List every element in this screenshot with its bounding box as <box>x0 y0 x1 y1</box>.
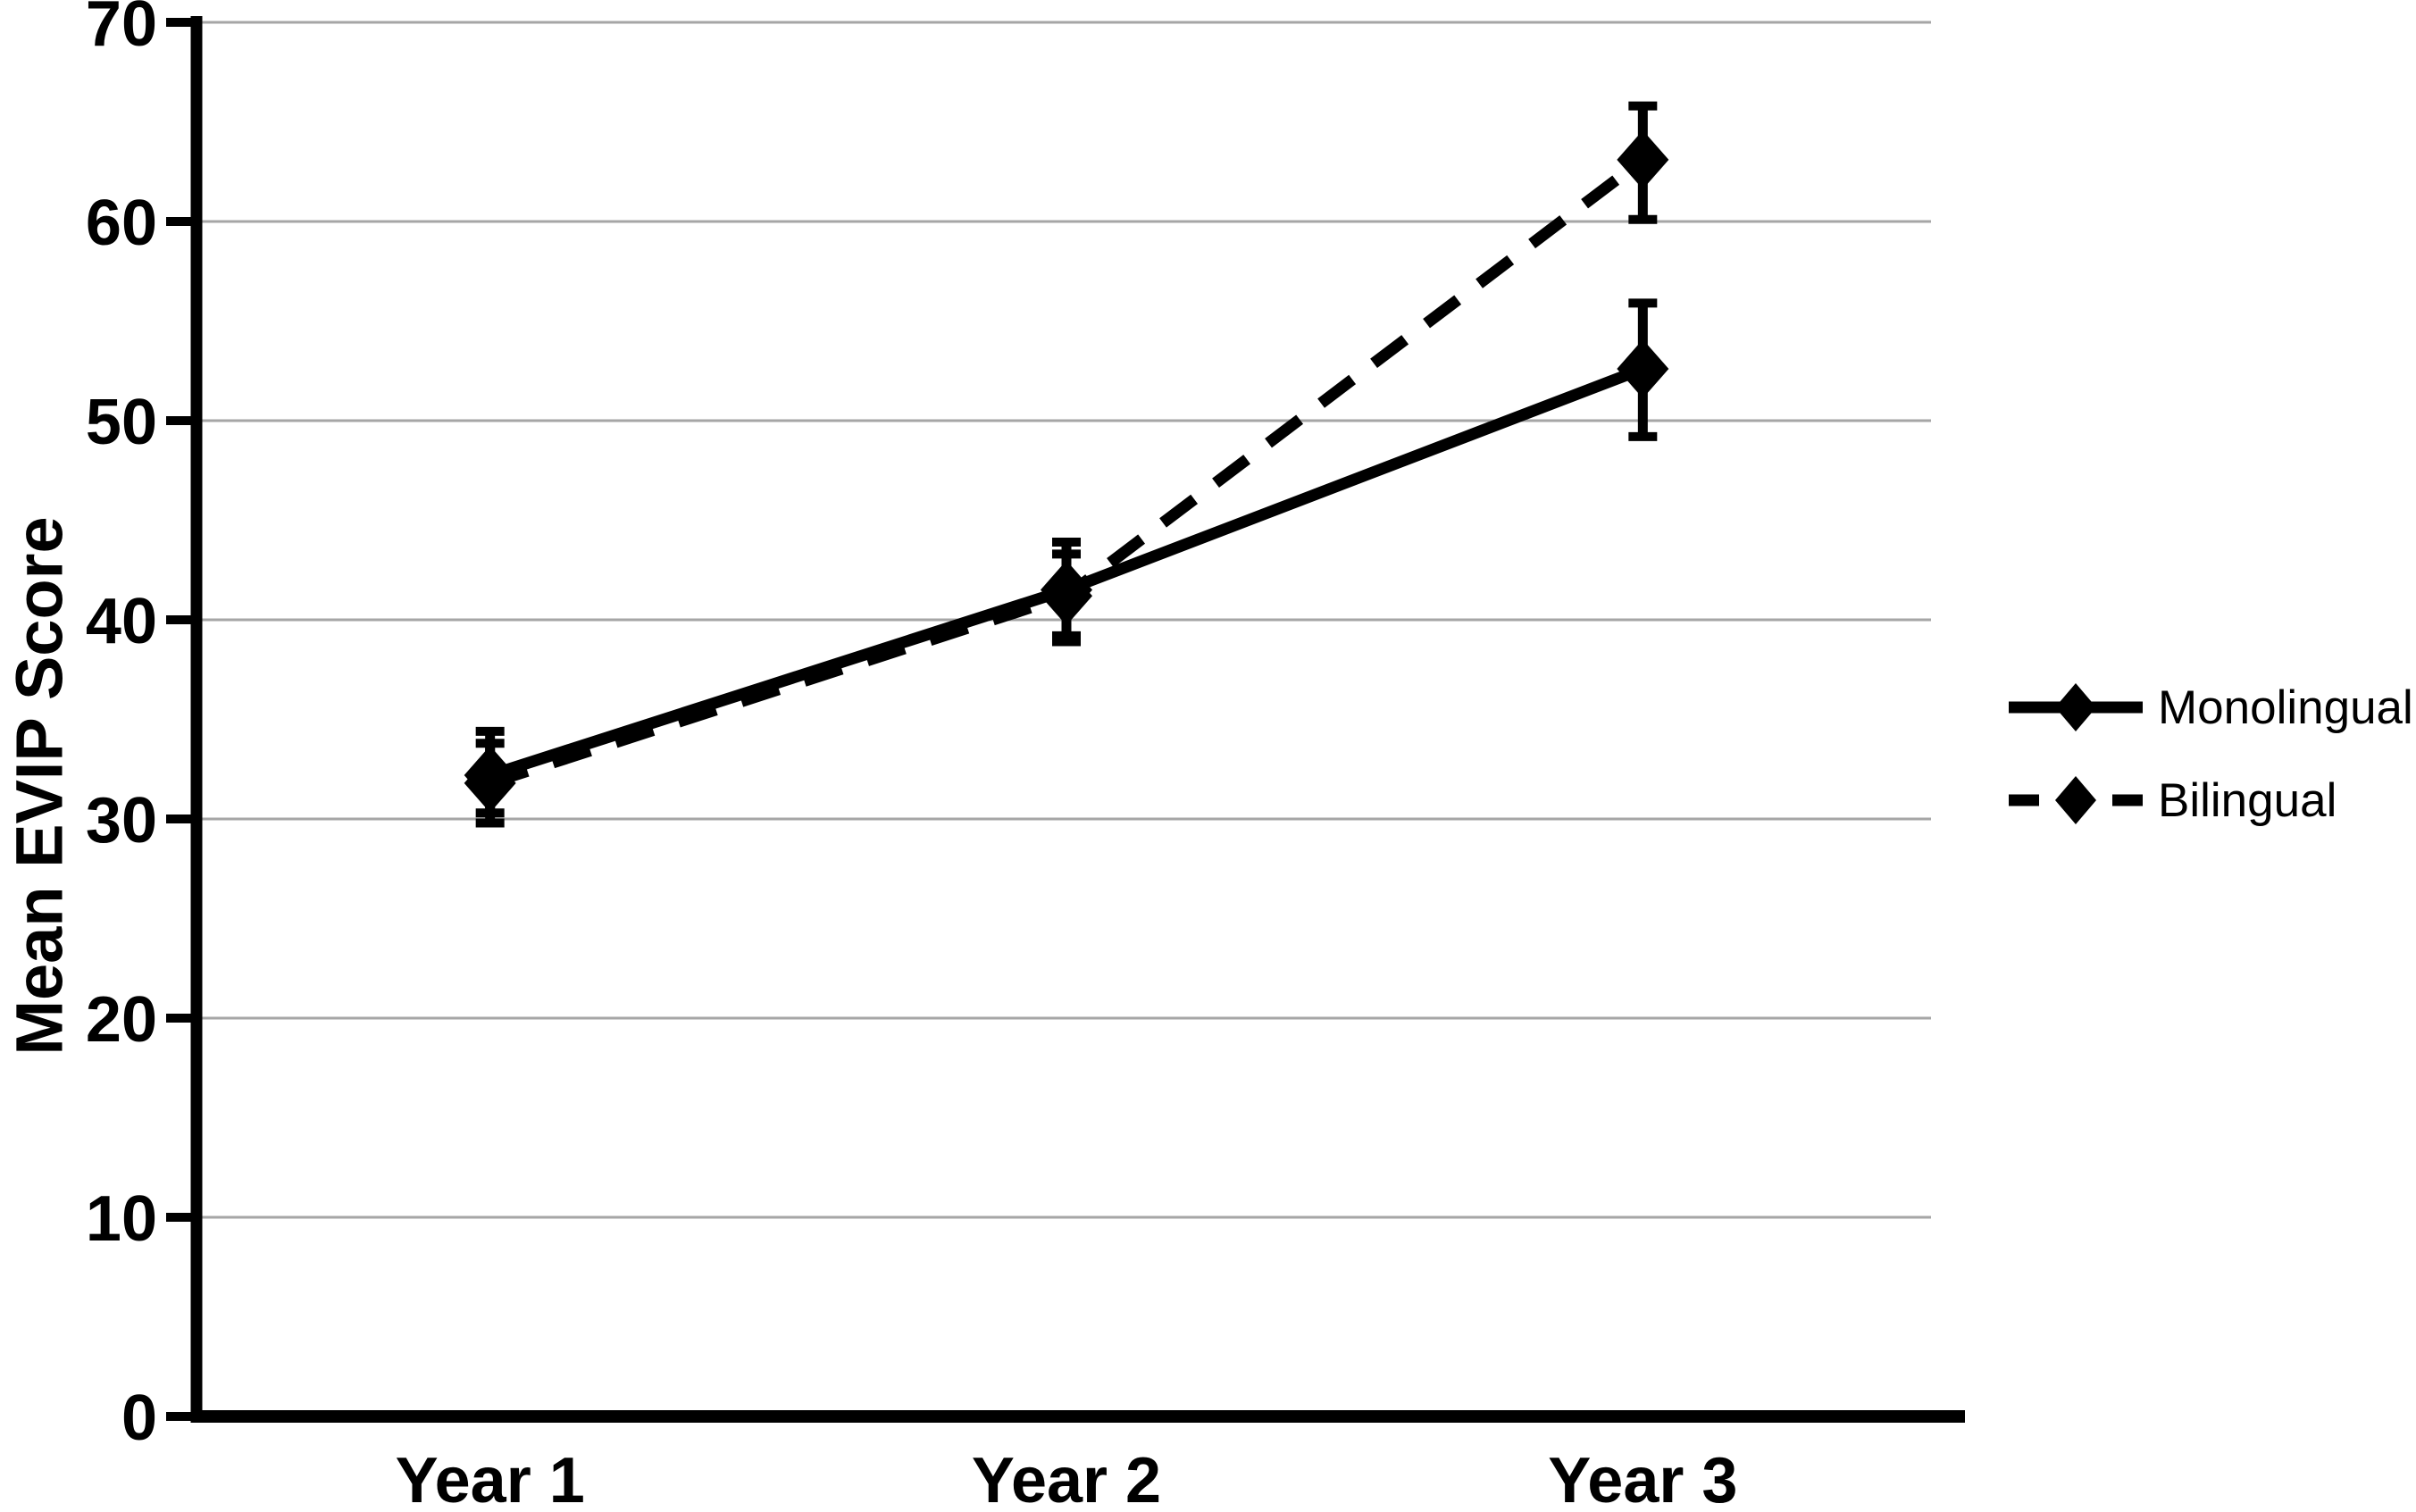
legend-label-monolingual: Monolingual <box>2158 681 2413 734</box>
marker-bilingual-2 <box>1041 566 1092 626</box>
y-tick-label-50: 50 <box>86 387 157 458</box>
y-tick-label-10: 10 <box>86 1183 157 1255</box>
series-bilingual <box>464 101 1669 828</box>
y-tick-label-0: 0 <box>121 1383 157 1454</box>
y-tick-label-20: 20 <box>86 984 157 1056</box>
legend-swatch-bilingual-icon <box>2009 776 2143 824</box>
legend-marker-diamond <box>2055 683 2096 731</box>
marker-monolingual-3 <box>1617 339 1669 399</box>
data-line-bilingual <box>488 155 1647 789</box>
x-tick-label-year-3: Year 3 <box>1548 1445 1737 1512</box>
legend: Monolingual Bilingual <box>2006 679 2413 829</box>
legend-item-monolingual: Monolingual <box>2006 679 2413 736</box>
y-axis-title: Mean EVIP Score <box>2 516 77 1056</box>
legend-swatch-monolingual-icon <box>2009 683 2143 731</box>
y-tick-label-40: 40 <box>86 586 157 657</box>
y-tick-label-30: 30 <box>86 785 157 856</box>
marker-bilingual-3 <box>1617 129 1669 189</box>
legend-item-bilingual: Bilingual <box>2006 772 2413 829</box>
legend-marker-diamond <box>2055 776 2096 824</box>
x-tick-label-year-2: Year 2 <box>972 1445 1161 1512</box>
x-tick-label-year-1: Year 1 <box>396 1445 585 1512</box>
y-tick-label-60: 60 <box>86 188 157 259</box>
y-tick-label-70: 70 <box>86 0 157 60</box>
legend-label-bilingual: Bilingual <box>2158 773 2337 827</box>
marker-bilingual-1 <box>464 753 516 813</box>
